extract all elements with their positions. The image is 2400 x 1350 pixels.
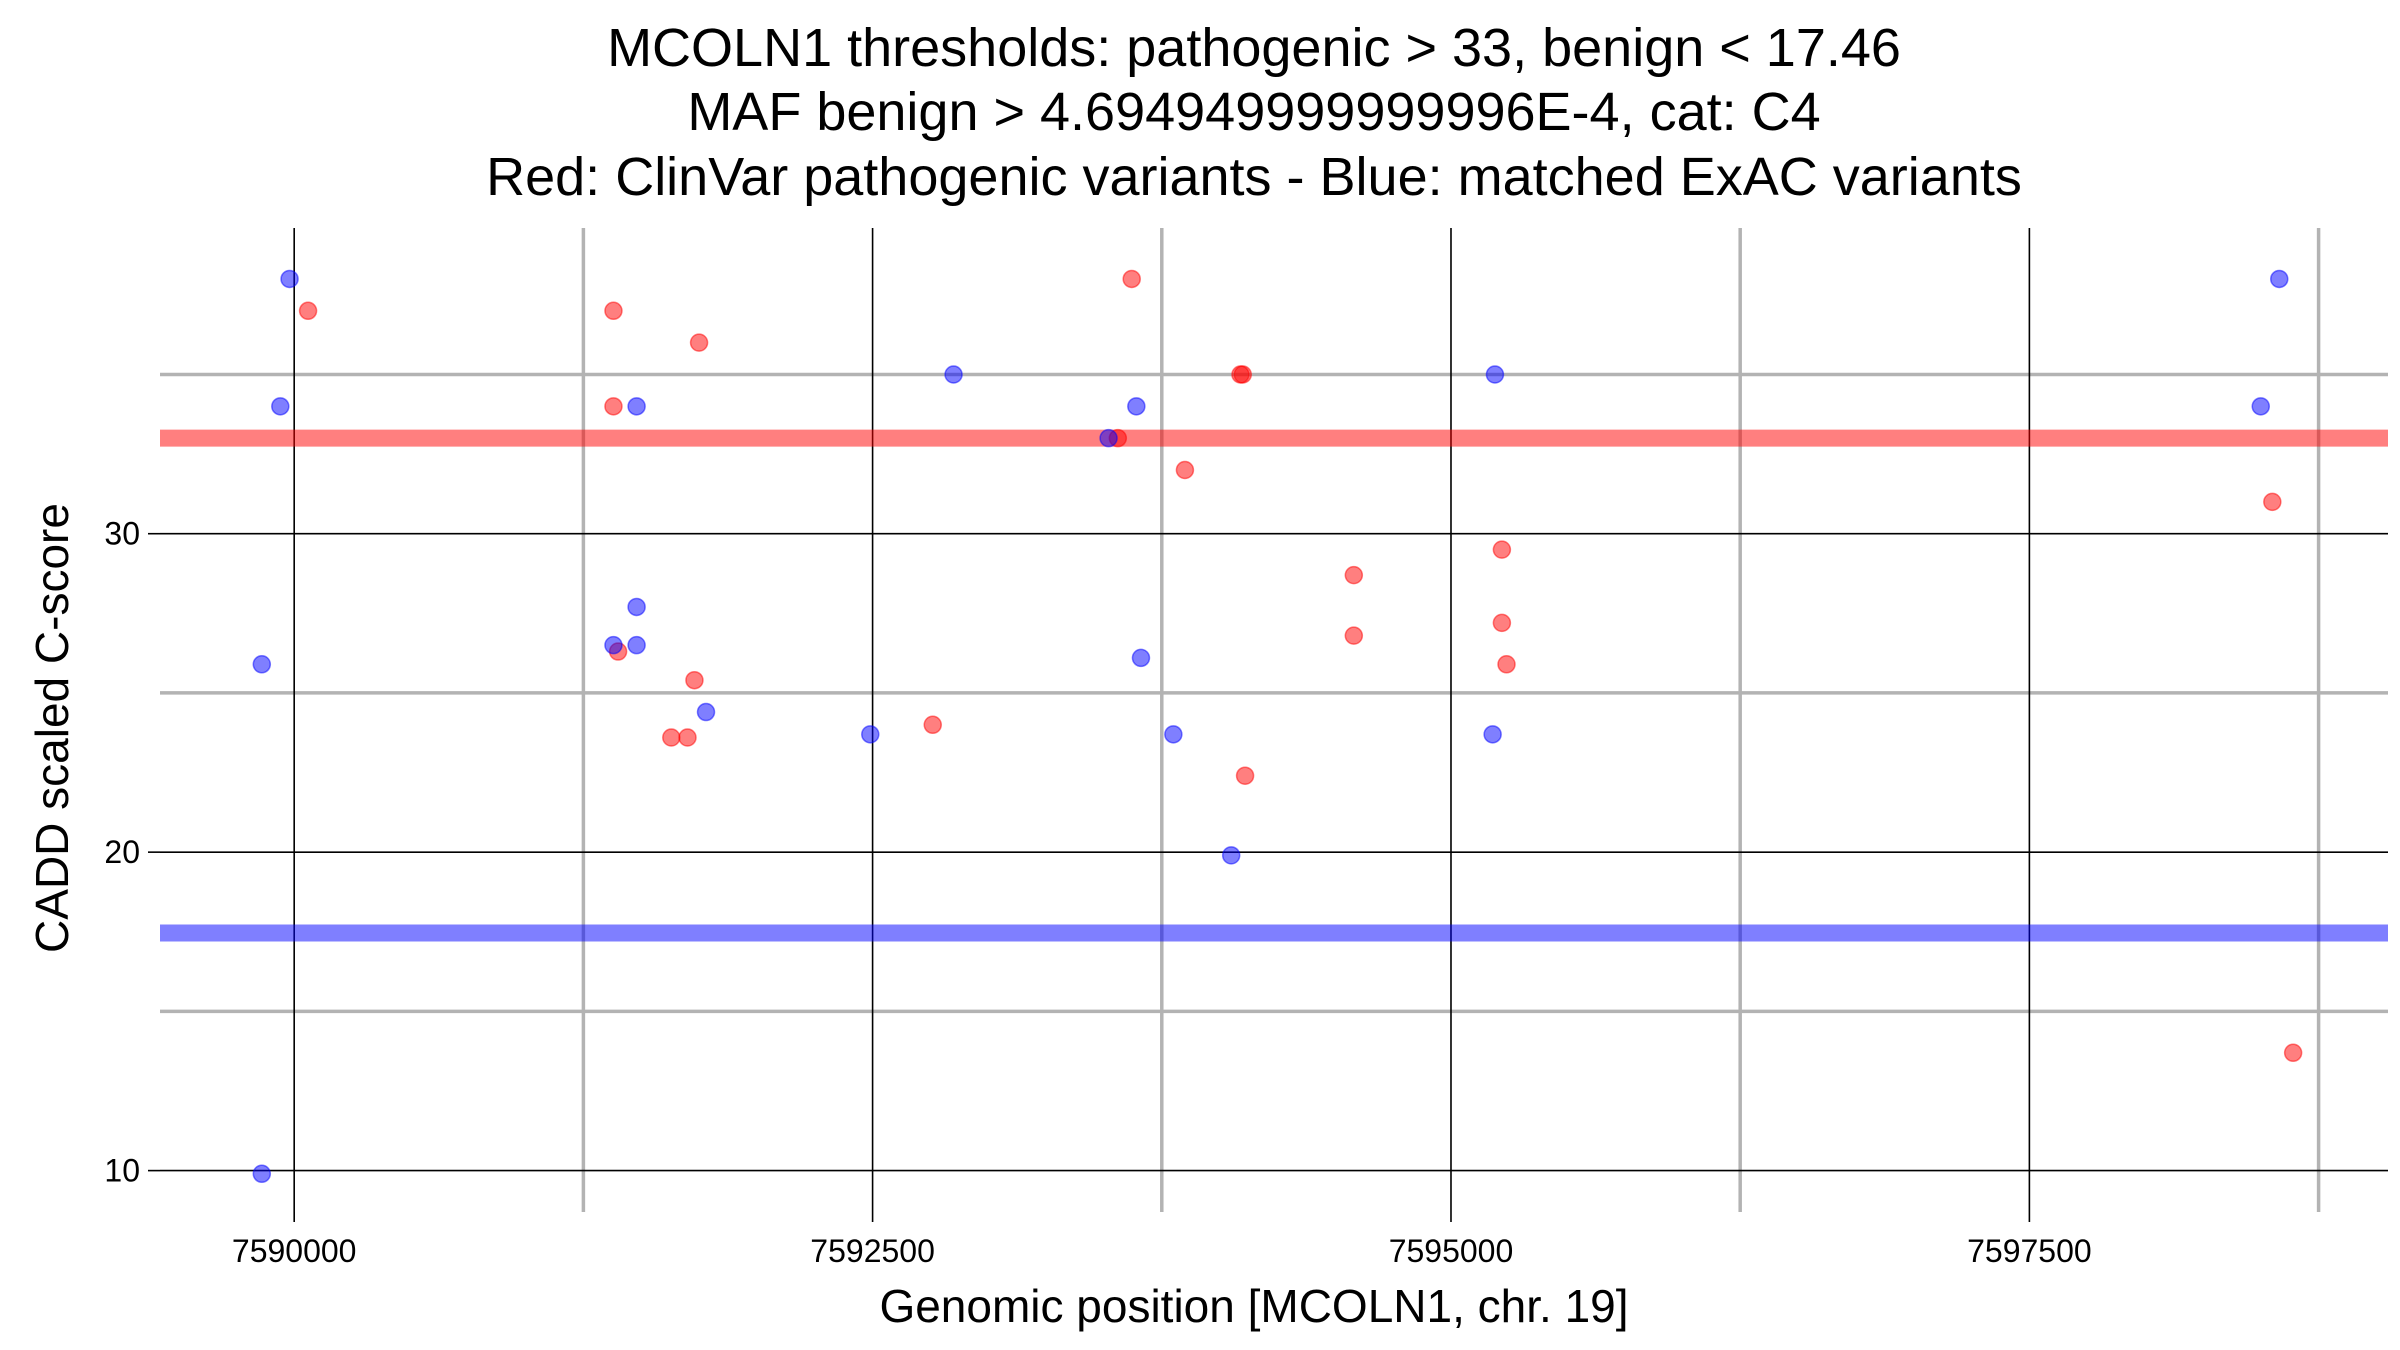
x-tick-label: 7590000 xyxy=(232,1233,357,1269)
exac-point xyxy=(627,597,646,617)
exac-point xyxy=(627,397,646,416)
exac-point xyxy=(1127,397,1146,416)
clinvar-point xyxy=(1344,626,1364,645)
clinvar-point xyxy=(298,301,318,321)
clinvar-point xyxy=(689,333,709,352)
exac-point xyxy=(861,725,880,744)
clinvar-point xyxy=(1492,540,1512,559)
exac-point xyxy=(1099,428,1118,448)
clinvar-point xyxy=(604,397,623,416)
clinvar-point xyxy=(662,728,681,747)
clinvar-point xyxy=(678,728,697,747)
chart-title: MCOLN1 thresholds: pathogenic > 33, beni… xyxy=(486,18,2022,207)
data-points xyxy=(252,269,2303,1184)
y-axis: 10 20 30 xyxy=(104,516,160,1189)
clinvar-point xyxy=(1492,613,1512,633)
grid xyxy=(160,228,2388,1212)
clinvar-point xyxy=(685,670,704,690)
x-axis: 7590000 7592500 7595000 7597500 xyxy=(232,1212,2092,1269)
y-tick-label: 20 xyxy=(104,834,140,870)
y-tick-label: 30 xyxy=(104,516,140,552)
clinvar-point xyxy=(1497,655,1516,674)
y-tick-label: 10 xyxy=(104,1153,140,1189)
x-tick-label: 7597500 xyxy=(1967,1233,2092,1269)
title-line-2: MAF benign > 4.694949999999996E-4, cat: … xyxy=(687,82,1820,142)
clinvar-point xyxy=(2283,1043,2303,1063)
clinvar-point xyxy=(1235,766,1255,785)
clinvar-point xyxy=(1344,565,1364,585)
clinvar-point xyxy=(923,715,942,735)
exac-point xyxy=(2251,397,2271,416)
exac-point xyxy=(2270,269,2289,289)
exac-point xyxy=(1221,846,1241,865)
exac-point xyxy=(1131,648,1151,668)
exac-point xyxy=(1164,725,1183,744)
clinvar-point xyxy=(1231,365,1250,384)
exac-point xyxy=(252,1164,272,1184)
exac-point xyxy=(1483,725,1502,744)
title-line-1: MCOLN1 thresholds: pathogenic > 33, beni… xyxy=(607,18,1901,78)
exac-point xyxy=(696,702,716,722)
clinvar-point xyxy=(1175,460,1195,480)
x-tick-label: 7592500 xyxy=(810,1233,935,1269)
clinvar-point xyxy=(2263,492,2282,512)
threshold-lines xyxy=(160,429,2388,942)
exac-point xyxy=(271,397,290,416)
x-tick-label: 7595000 xyxy=(1389,1233,1514,1269)
exac-point xyxy=(627,635,646,655)
clinvar-point xyxy=(1122,269,1141,289)
clinvar-point xyxy=(604,301,623,321)
x-axis-title: Genomic position [MCOLN1, chr. 19] xyxy=(879,1280,1628,1332)
exac-point xyxy=(1485,365,1505,384)
exac-point xyxy=(604,635,623,655)
exac-point xyxy=(280,269,299,289)
exac-point xyxy=(944,365,963,384)
title-line-3: Red: ClinVar pathogenic variants - Blue:… xyxy=(486,147,2022,207)
exac-point xyxy=(252,655,272,674)
y-axis-title: CADD scaled C-score xyxy=(26,503,78,953)
